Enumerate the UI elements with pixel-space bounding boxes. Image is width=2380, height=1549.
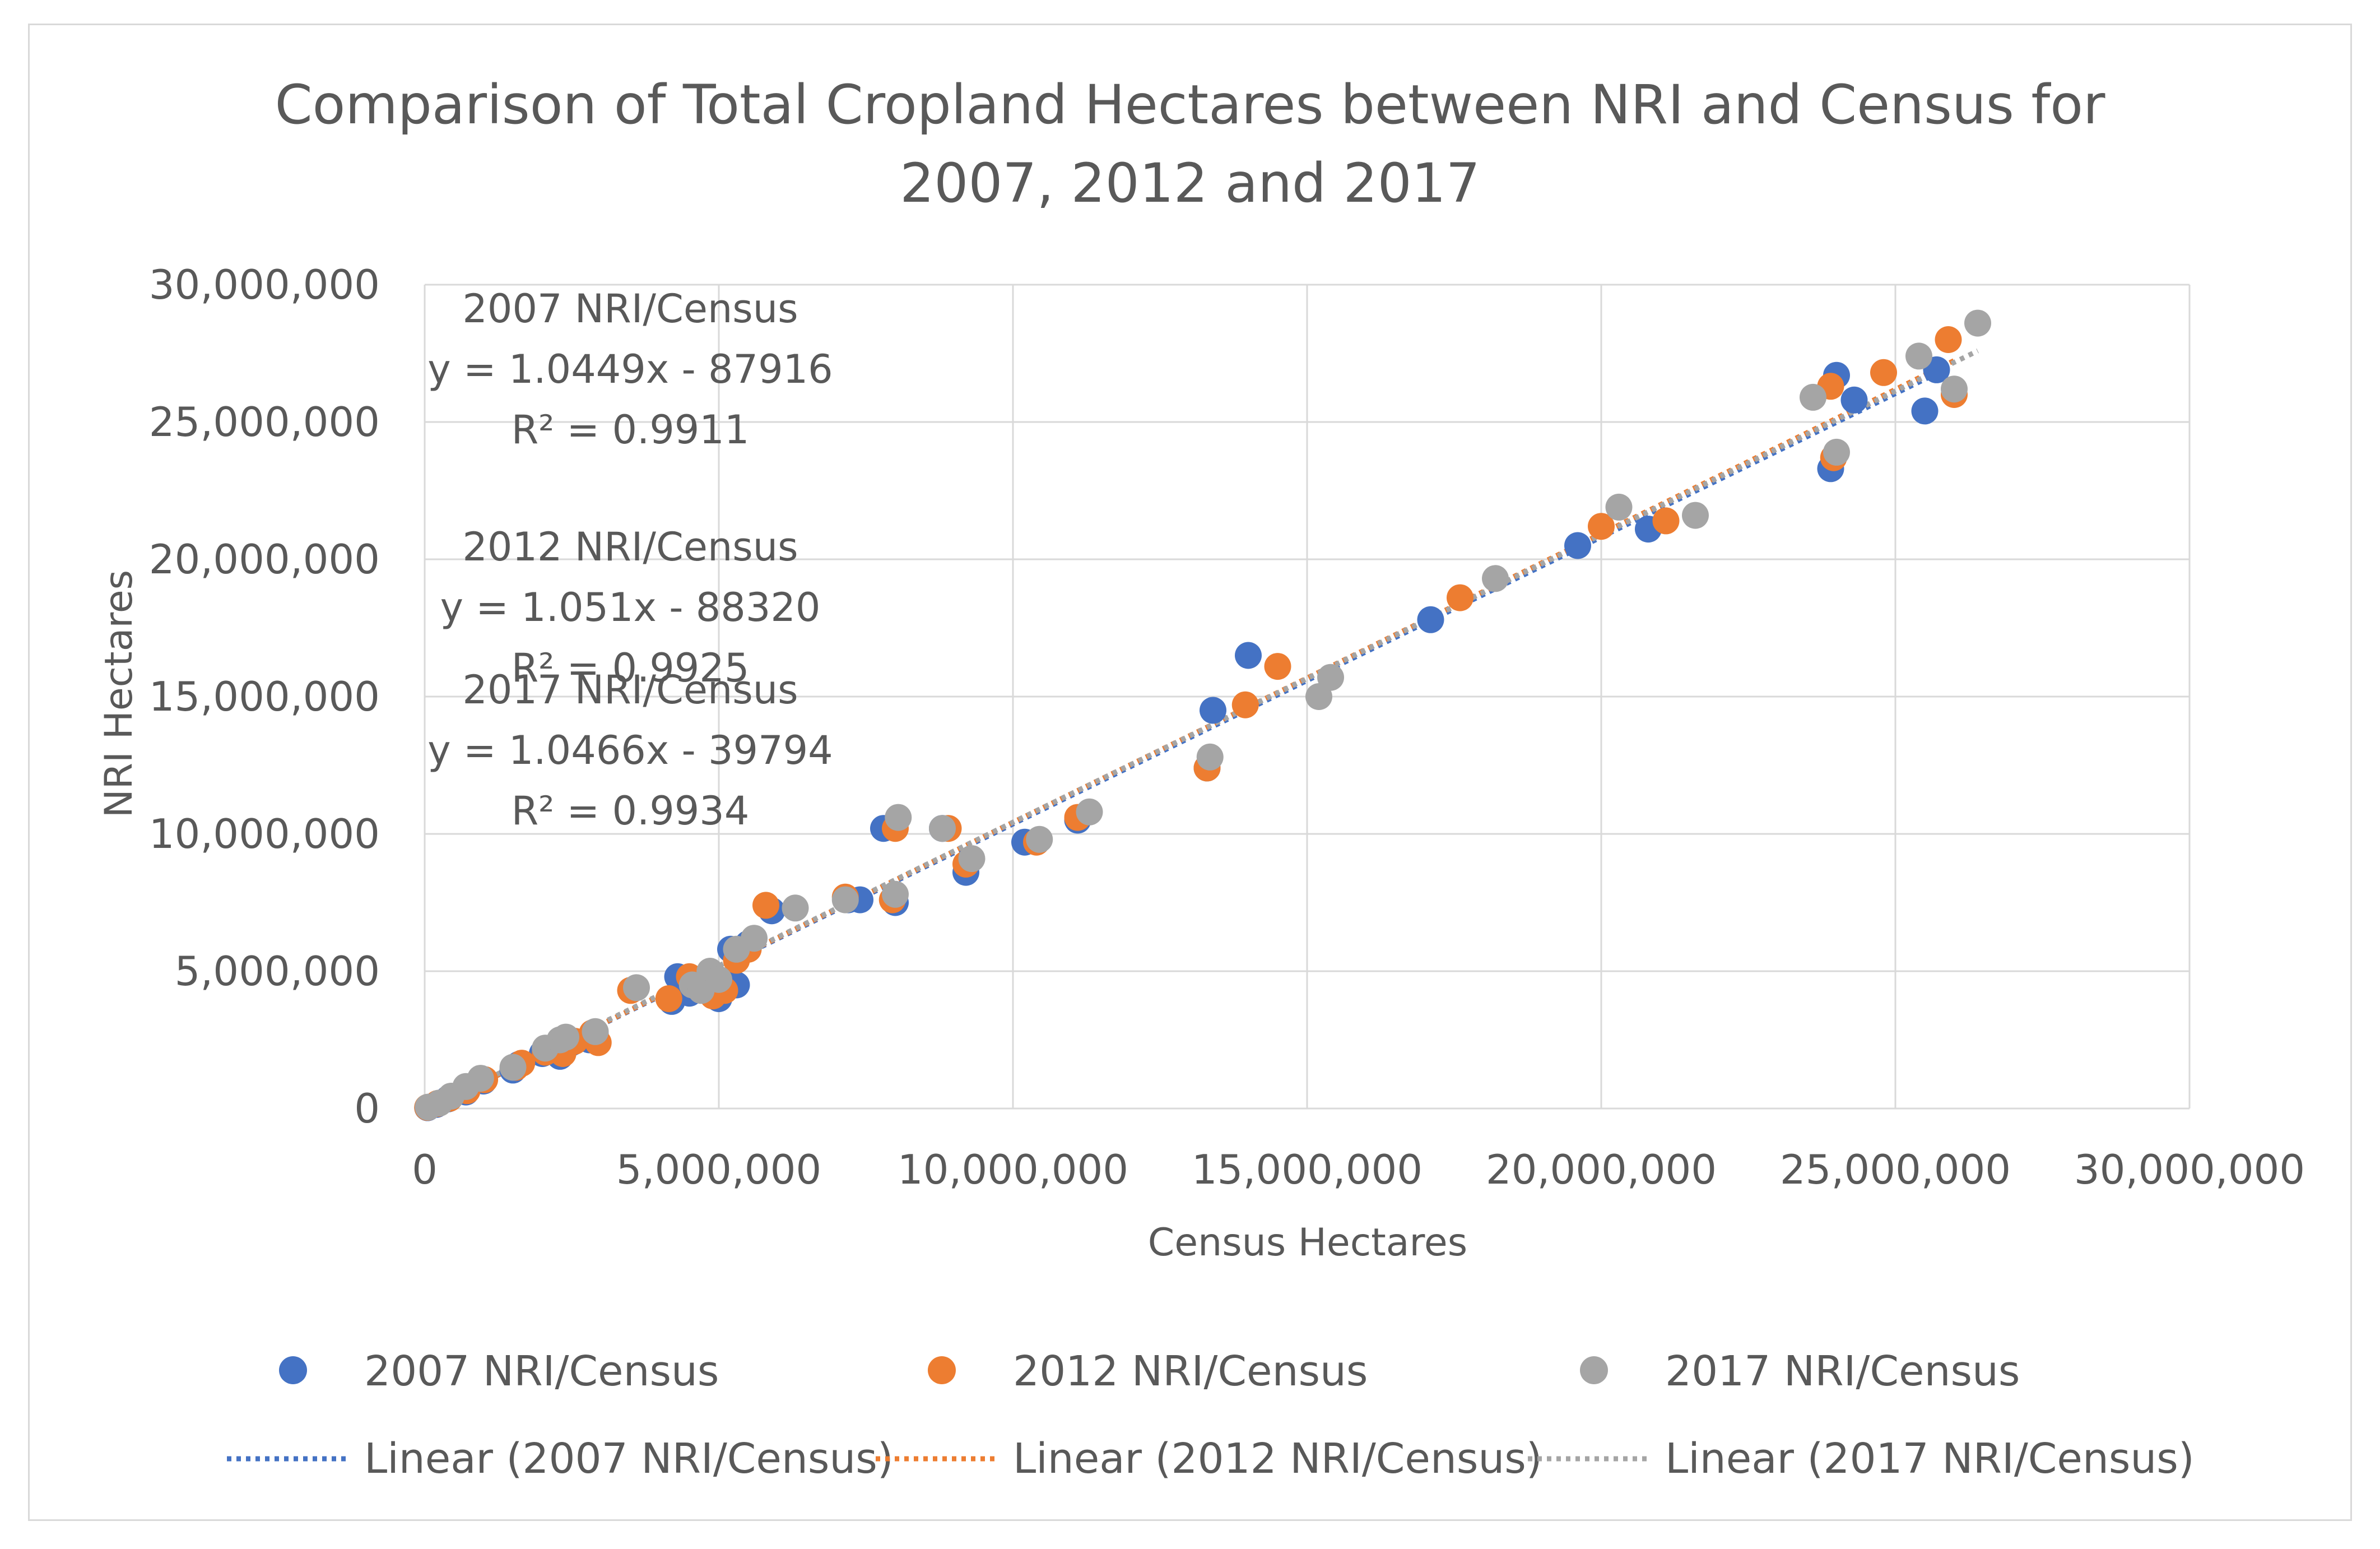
legend-label-series-1: 2012 NRI/Census [1013, 1347, 1368, 1395]
y-tick-label: 5,000,000 [175, 948, 380, 995]
data-point [499, 1054, 527, 1081]
annotation-series-0-line-0: 2007 NRI/Census [462, 286, 798, 332]
annotation-series-0-line-1: y = 1.0449x - 87916 [427, 346, 833, 392]
data-point [752, 892, 779, 919]
y-tick-label: 15,000,000 [149, 673, 380, 720]
data-point [1652, 507, 1680, 535]
chart-title-line-2: 2007, 2012 and 2017 [900, 152, 1480, 215]
y-tick-label: 25,000,000 [149, 398, 380, 446]
data-point [1964, 309, 1991, 337]
data-point [885, 804, 912, 831]
y-tick-label: 10,000,000 [149, 810, 380, 857]
data-point [552, 1023, 579, 1051]
data-point [705, 966, 732, 993]
data-point [1317, 664, 1344, 691]
y-tick-label: 30,000,000 [149, 261, 380, 308]
data-point [1305, 683, 1332, 710]
data-point [623, 974, 650, 1001]
regression-annotations: 2007 NRI/Census y = 1.0449x - 87916 R² = 0… [427, 286, 833, 834]
annotation-series-0-line-2: R² = 0.9911 [512, 407, 750, 453]
data-point [1026, 825, 1053, 853]
data-point [1905, 342, 1932, 370]
y-axis-label: NRI Hectares [97, 570, 141, 818]
data-point [958, 845, 986, 873]
data-point [1605, 493, 1633, 521]
x-axis-label: Census Hectares [1148, 1221, 1467, 1265]
data-point [831, 886, 859, 913]
x-tick-label: 30,000,000 [2074, 1146, 2305, 1193]
chart-title: Comparison of Total Cropland Hectares be… [275, 73, 2105, 215]
data-point [741, 925, 768, 952]
data-point [1800, 383, 1826, 411]
data-point [655, 985, 682, 1012]
legend-trendline-label-series-2: Linear (2017 NRI/Census) [1665, 1435, 2195, 1483]
data-point [467, 1065, 494, 1092]
data-point [1447, 584, 1473, 611]
data-point [1235, 642, 1262, 669]
data-point [1588, 513, 1615, 540]
x-tick-label: 20,000,000 [1486, 1146, 1717, 1193]
legend-trendline-label-series-1: Linear (2012 NRI/Census) [1013, 1435, 1542, 1483]
chart-frame [28, 24, 2352, 1521]
x-tick-label: 10,000,000 [898, 1146, 1128, 1193]
data-point [782, 894, 809, 922]
data-point [1482, 565, 1509, 592]
x-tick-label: 0 [412, 1146, 438, 1193]
x-tick-label: 5,000,000 [616, 1146, 821, 1193]
x-axis-ticks: 0 5,000,000 10,000,000 15,000,000 20,000,000… [412, 1146, 2305, 1193]
legend: 2007 NRI/Census Linear (2007 NRI/Census) 2… [227, 1347, 2195, 1483]
annotation-series-2-line-0: 2017 NRI/Census [462, 667, 798, 713]
legend-label-series-0: 2007 NRI/Census [364, 1347, 719, 1395]
legend-marker-series-2 [1580, 1356, 1608, 1384]
annotation-series-2-line-2: R² = 0.9934 [512, 788, 750, 834]
annotation-series-1-line-0: 2012 NRI/Census [462, 524, 798, 570]
data-point [1417, 606, 1444, 633]
data-point [1076, 798, 1103, 825]
chart-title-line-1: Comparison of Total Cropland Hectares be… [275, 73, 2105, 136]
annotation-series-1-line-2: R² = 0.9925 [512, 645, 750, 691]
legend-marker-series-0 [279, 1356, 307, 1384]
data-point [929, 815, 956, 842]
data-point [1682, 502, 1709, 529]
data-point [582, 1018, 609, 1045]
data-point [1196, 743, 1224, 771]
data-point [1870, 359, 1897, 386]
data-point [882, 880, 909, 908]
data-point [1564, 532, 1591, 559]
legend-marker-series-1 [928, 1356, 956, 1384]
data-point [1231, 691, 1259, 718]
data-point [1264, 653, 1291, 680]
data-point [1911, 397, 1939, 425]
y-tick-label: 0 [354, 1085, 380, 1132]
x-tick-label: 25,000,000 [1780, 1146, 2011, 1193]
annotation-series-1-line-1: y = 1.051x - 88320 [440, 585, 821, 630]
data-point [1941, 375, 1968, 403]
legend-trendline-label-series-0: Linear (2007 NRI/Census) [364, 1435, 894, 1483]
data-point [1200, 697, 1226, 724]
data-points [414, 309, 1991, 1121]
y-tick-label: 20,000,000 [149, 536, 380, 583]
data-point [1823, 438, 1850, 466]
x-tick-label: 15,000,000 [1192, 1146, 1423, 1193]
annotation-series-2-line-1: y = 1.0466x - 39794 [427, 727, 833, 773]
data-point [1935, 326, 1962, 353]
data-point [1840, 386, 1868, 414]
legend-label-series-2: 2017 NRI/Census [1665, 1347, 2020, 1395]
y-axis-ticks: 0 5,000,000 10,000,000 15,000,000 20,000,000… [149, 261, 380, 1132]
